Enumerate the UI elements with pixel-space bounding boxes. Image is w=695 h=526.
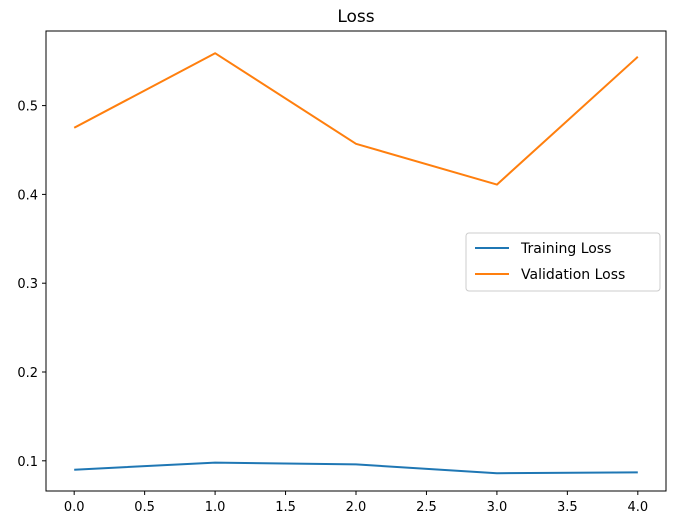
x-tick-label: 1.0 <box>205 500 226 515</box>
series-line-validation-loss <box>73 52 639 186</box>
x-tick-label: 0.5 <box>134 500 155 515</box>
y-tick-label: 0.4 <box>17 188 38 203</box>
x-tick-label: 0.0 <box>64 500 85 515</box>
legend-box <box>465 232 661 292</box>
x-tick-label: 3.0 <box>487 500 508 515</box>
legend-label-training-loss: Training Loss <box>520 241 611 257</box>
y-tick-label: 0.1 <box>17 455 38 470</box>
x-tick-label: 1.5 <box>275 500 296 515</box>
legend: Training Loss Validation Loss <box>465 232 661 292</box>
series-layer <box>73 52 639 475</box>
y-tick-label: 0.5 <box>17 100 38 115</box>
x-tick-label: 4.0 <box>627 500 648 515</box>
x-tick-label: 2.0 <box>346 500 367 515</box>
legend-label-validation-loss: Validation Loss <box>521 267 625 283</box>
x-tick-label: 3.5 <box>557 500 578 515</box>
y-tick-label: 0.2 <box>17 366 38 381</box>
plot-axes: 0.0 0.5 1.0 1.5 2.0 2.5 3.0 3.5 4.0 0.1 0.2 0.3 0.4 0… <box>17 30 667 515</box>
chart-title: Loss <box>337 7 374 27</box>
series-line-training-loss <box>74 461 638 475</box>
y-tick-label: 0.3 <box>17 277 38 292</box>
x-tick-label: 2.5 <box>416 500 437 515</box>
